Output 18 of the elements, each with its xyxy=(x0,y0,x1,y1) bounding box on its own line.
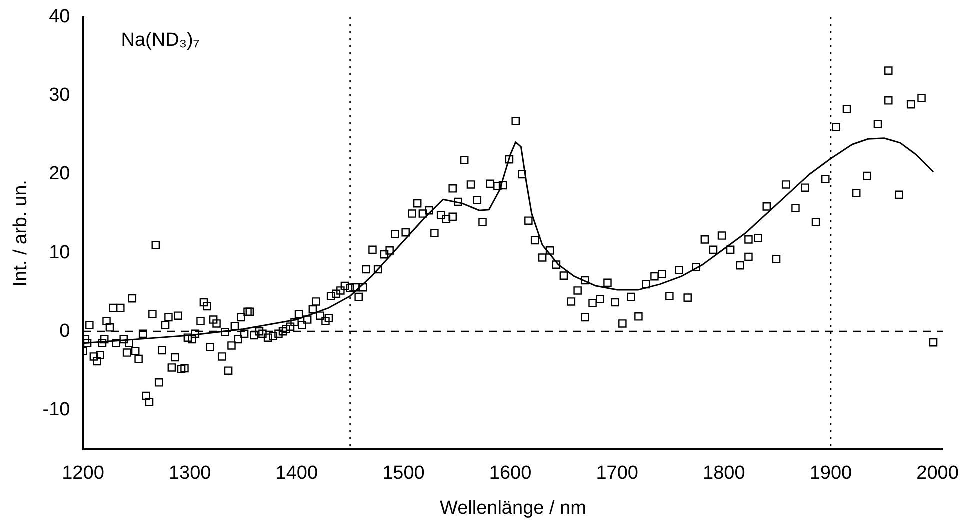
y-tick-label: 20 xyxy=(49,164,70,185)
x-tick-label: 1600 xyxy=(489,463,532,484)
y-tick-label: 30 xyxy=(49,85,70,106)
y-axis-title: Int. / arb. un. xyxy=(10,180,32,287)
x-tick-label: 1400 xyxy=(276,463,318,484)
x-tick-label: 1800 xyxy=(703,463,746,484)
y-tick-label: 0 xyxy=(60,320,70,342)
x-tick-label: 2000 xyxy=(916,463,959,484)
x-tick-label: 1300 xyxy=(168,463,212,484)
x-axis-title: Wellenlänge / nm xyxy=(440,498,586,519)
x-tick-label: 1700 xyxy=(596,463,638,484)
x-tick-label: 1200 xyxy=(62,463,104,484)
y-tick-label: 10 xyxy=(49,242,70,264)
x-tick-label: 1500 xyxy=(382,463,425,484)
y-tick-label: -10 xyxy=(42,399,70,420)
x-tick-label: 1900 xyxy=(810,463,852,484)
y-tick-label: 40 xyxy=(49,6,70,28)
annotation: Na(ND₃)₇ xyxy=(121,30,200,52)
